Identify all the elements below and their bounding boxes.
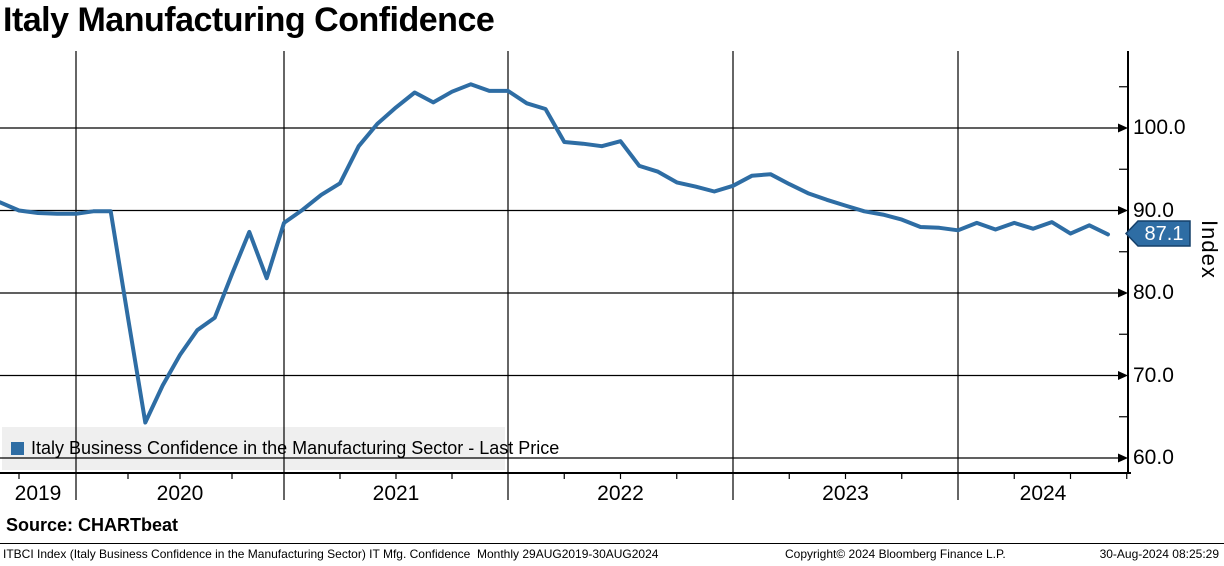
x-axis-tick-label: 2019: [14, 482, 62, 505]
x-axis-tick-label: 2021: [372, 482, 420, 505]
y-axis-title: Index: [1197, 220, 1222, 279]
confidence-series-line: [0, 82, 1110, 425]
legend-item[interactable]: Italy Business Confidence in the Manufac…: [2, 427, 559, 470]
x-axis-tick-label: 2024: [1019, 482, 1067, 505]
y-axis-tick-label: 60.0: [1133, 446, 1174, 469]
chart-title: Italy Manufacturing Confidence: [3, 1, 495, 39]
y-axis-tick-label: 80.0: [1133, 281, 1174, 304]
x-axis-tick-label: 2020: [156, 482, 204, 505]
footer-copyright: Copyright© 2024 Bloomberg Finance L.P.: [785, 547, 1006, 561]
y-axis-tick-label: 70.0: [1133, 363, 1174, 387]
footer-timestamp: 30-Aug-2024 08:25:29: [1099, 547, 1219, 561]
legend-background: [2, 427, 505, 470]
footer-description: ITBCI Index (Italy Business Confidence i…: [3, 547, 659, 561]
y-axis-tick-label: 90.0: [1133, 198, 1174, 222]
footer-divider: [0, 543, 1224, 544]
y-axis-tick-label: 100.0: [1133, 116, 1186, 139]
source-line: Source: CHARTbeat: [6, 515, 179, 535]
gridline-arrowhead-icon: [1118, 371, 1128, 380]
series-swatch-icon: [11, 442, 24, 455]
last-price-badge: 87.1: [1144, 223, 1184, 245]
last-price-badge-shape: [1124, 220, 1191, 247]
gridline-arrowhead-icon: [1118, 123, 1128, 133]
legend-label: Italy Business Confidence in the Manufac…: [31, 438, 560, 458]
x-axis-tick-label: 2022: [597, 482, 644, 505]
gridline-arrowhead-icon: [1118, 453, 1128, 463]
gridline-arrowhead-icon: [1118, 288, 1128, 298]
x-axis-tick-label: 2023: [822, 482, 869, 505]
gridline-arrowhead-icon: [1118, 206, 1128, 215]
